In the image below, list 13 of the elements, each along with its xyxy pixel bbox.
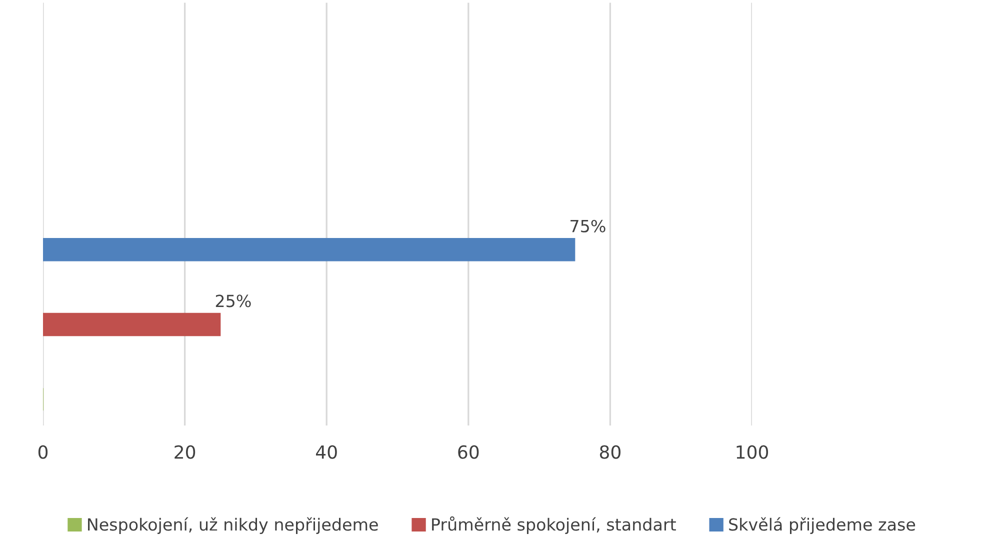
legend-label: Skvělá přijedeme zase	[729, 517, 916, 534]
data-label: 75%	[570, 220, 606, 232]
bar	[43, 312, 221, 336]
data-label: 25%	[216, 294, 251, 308]
bar	[43, 238, 576, 262]
x-tick-label: 60	[458, 445, 479, 459]
legend-label: Nespokojení, už nikdy nepřijedeme	[88, 517, 378, 534]
x-tick-label: 0	[38, 445, 48, 459]
x-tick-label: 100	[736, 445, 768, 459]
legend-label: Průměrně spokojení, standart	[432, 516, 676, 534]
x-tick-label: 80	[600, 445, 620, 459]
x-tick-label: 20	[174, 445, 196, 459]
x-tick-label: 40	[316, 445, 337, 459]
